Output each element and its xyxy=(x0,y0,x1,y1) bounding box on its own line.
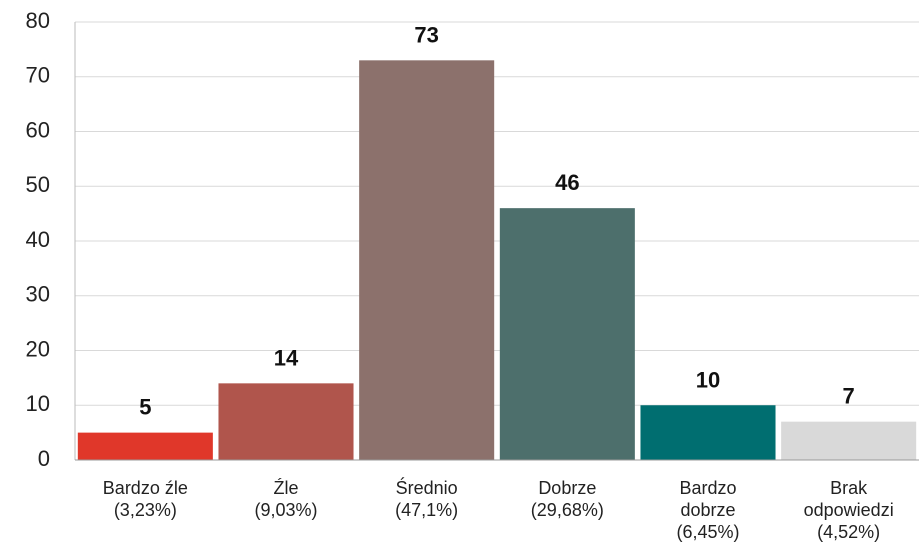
y-tick-label: 10 xyxy=(26,391,50,416)
x-tick-label: Średnio (47,1%) xyxy=(395,478,459,520)
y-tick-label: 0 xyxy=(38,446,50,471)
x-tick-label: Źle (9,03%) xyxy=(254,478,318,520)
x-tick-label: Brak odpowiedzi (4,52%) xyxy=(803,478,894,542)
bar xyxy=(359,60,495,460)
y-tick-label: 60 xyxy=(26,117,50,142)
y-tick-label: 80 xyxy=(26,8,50,33)
value-label: 7 xyxy=(843,384,855,409)
y-tick-label: 20 xyxy=(26,336,50,361)
value-label: 73 xyxy=(414,22,438,47)
value-label: 10 xyxy=(696,367,720,392)
x-tick-label: Bardzo źle (3,23%) xyxy=(102,478,188,520)
bar xyxy=(781,421,917,460)
bar xyxy=(499,208,635,460)
value-label: 46 xyxy=(555,170,579,195)
y-tick-label: 70 xyxy=(26,63,50,88)
y-tick-label: 30 xyxy=(26,282,50,307)
y-tick-label: 40 xyxy=(26,227,50,252)
x-tick-label: Bardzo dobrze (6,45%) xyxy=(676,478,740,542)
bar xyxy=(640,405,776,460)
value-label: 14 xyxy=(274,345,299,370)
bar xyxy=(77,432,213,460)
y-tick-label: 50 xyxy=(26,172,50,197)
value-label: 5 xyxy=(139,395,151,420)
bar xyxy=(218,383,354,460)
x-tick-label: Dobrze (29,68%) xyxy=(530,478,604,520)
